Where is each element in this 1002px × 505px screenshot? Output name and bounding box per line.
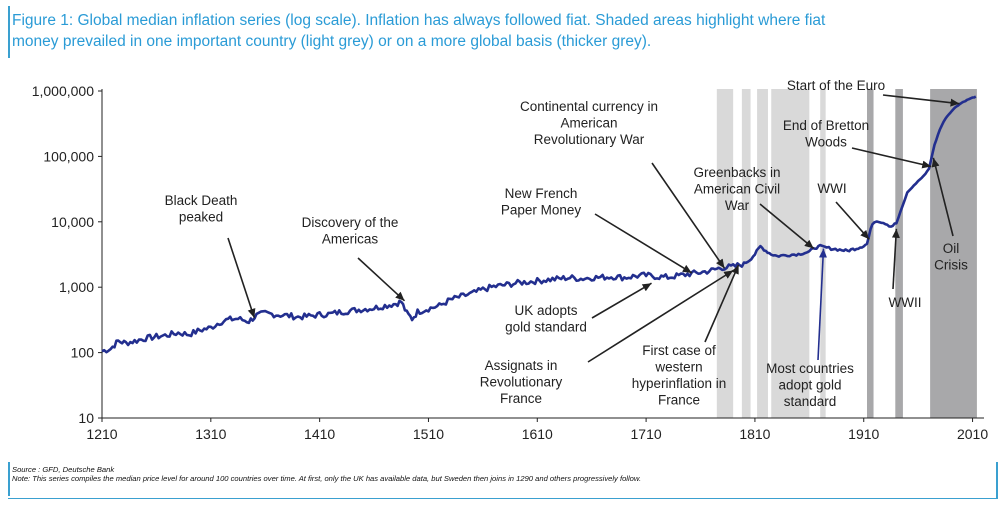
annotation-most-gold: Most countries adopt gold standard bbox=[766, 361, 854, 409]
annotation-euro: Start of the Euro bbox=[787, 78, 885, 93]
y-tick-label-100000: 100,000 bbox=[43, 148, 94, 164]
annotation-first-case: First case of western hyperinflation in Fra… bbox=[632, 343, 727, 408]
x-tick-label-1910: 1910 bbox=[848, 426, 879, 442]
annotation-arrow-new-french bbox=[594, 213, 693, 274]
x-tick-label-2010: 2010 bbox=[957, 426, 988, 442]
annotation-black-death: Black Death peaked bbox=[165, 193, 238, 225]
bottom-rule bbox=[8, 498, 998, 499]
note-text: Note: This series compiles the median pr… bbox=[12, 474, 642, 483]
annotation-bretton: End of Bretton Woods bbox=[783, 118, 869, 150]
annotation-arrow-bretton bbox=[851, 147, 932, 169]
annotation-arrow-black-death bbox=[227, 237, 256, 319]
x-tick-label-1210: 1210 bbox=[86, 426, 117, 442]
y-tick-label-100: 100 bbox=[71, 345, 95, 361]
x-tick-label-1710: 1710 bbox=[631, 426, 662, 442]
x-tick-label-1510: 1510 bbox=[413, 426, 444, 442]
shaded-period-6 bbox=[895, 89, 903, 418]
annotation-arrow-assignats bbox=[587, 269, 734, 363]
annotation-arrow-continental bbox=[651, 162, 726, 269]
source-right-rule bbox=[996, 462, 998, 498]
annotation-wwi: WWI bbox=[817, 181, 846, 196]
inflation-chart: 10 100 1,000 10,000 100,000 1,000,000 1210 1310… bbox=[32, 78, 989, 442]
annotation-new-french: New French Paper Money bbox=[501, 186, 582, 218]
x-tick-label-1310: 1310 bbox=[195, 426, 226, 442]
shaded-period-7 bbox=[930, 89, 977, 418]
figure-title: Figure 1: Global median inflation series… bbox=[12, 10, 972, 52]
annotation-wwii: WWII bbox=[889, 295, 922, 310]
annotation-assignats: Assignats in Revolutionary France bbox=[480, 358, 563, 406]
source-left-rule bbox=[8, 462, 10, 496]
shaded-period-1 bbox=[741, 89, 751, 418]
annotation-uk-gold: UK adopts gold standard bbox=[505, 303, 587, 335]
series-line-0 bbox=[101, 95, 977, 354]
figure-title-line-1: Figure 1: Global median inflation series… bbox=[12, 12, 826, 29]
figure-title-line-2: money prevailed in one important country… bbox=[12, 33, 652, 50]
shaded-period-5 bbox=[867, 89, 874, 418]
annotation-arrow-most-gold bbox=[817, 248, 828, 361]
annotation-arrow-wwii bbox=[891, 228, 900, 290]
source-text: Source : GFD, Deutsche Bank bbox=[12, 465, 115, 474]
annotation-greenbacks: Greenbacks in American Civil War bbox=[693, 165, 780, 213]
annotation-arrow-americas bbox=[357, 257, 406, 302]
annotation-americas: Discovery of the Americas bbox=[302, 215, 399, 247]
annotation-arrow-oil bbox=[931, 157, 954, 237]
source-block: Source : GFD, Deutsche Bank Note: This s… bbox=[12, 465, 987, 483]
x-tick-label-1810: 1810 bbox=[739, 426, 770, 442]
figure-header-frame bbox=[8, 6, 1000, 58]
y-tick-label-10000: 10,000 bbox=[51, 214, 94, 230]
annotation-continental: Continental currency in American Revolutio… bbox=[520, 99, 658, 147]
y-tick-label-1000: 1,000 bbox=[59, 279, 94, 295]
annotation-arrow-greenbacks bbox=[759, 203, 815, 250]
annotation-arrow-euro bbox=[882, 94, 960, 107]
annotation-arrow-wwi bbox=[835, 201, 870, 240]
x-tick-label-1410: 1410 bbox=[304, 426, 335, 442]
y-tick-label-10: 10 bbox=[78, 410, 94, 426]
x-tick-label-1610: 1610 bbox=[522, 426, 553, 442]
shaded-period-0 bbox=[716, 89, 734, 418]
shaded-period-2 bbox=[757, 89, 768, 418]
annotation-arrow-uk-gold bbox=[591, 282, 652, 319]
y-tick-label-1000000: 1,000,000 bbox=[32, 83, 94, 99]
annotation-arrow-first-case bbox=[704, 264, 740, 343]
annotation-oil: Oil Crisis bbox=[934, 241, 968, 273]
